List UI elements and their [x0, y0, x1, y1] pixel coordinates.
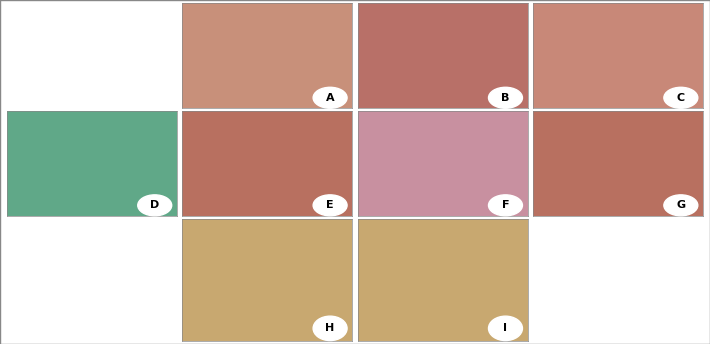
Circle shape	[313, 195, 347, 216]
Circle shape	[313, 316, 347, 341]
Circle shape	[664, 87, 698, 108]
Text: I: I	[503, 323, 508, 333]
Circle shape	[488, 316, 523, 341]
Text: F: F	[502, 200, 509, 210]
Circle shape	[664, 195, 698, 216]
Text: D: D	[150, 200, 159, 210]
Circle shape	[488, 195, 523, 216]
Text: A: A	[326, 93, 334, 103]
Circle shape	[138, 195, 172, 216]
Text: C: C	[677, 93, 685, 103]
Text: B: B	[501, 93, 510, 103]
Text: H: H	[325, 323, 334, 333]
Text: G: G	[677, 200, 685, 210]
Circle shape	[313, 87, 347, 108]
Text: E: E	[327, 200, 334, 210]
Circle shape	[488, 87, 523, 108]
